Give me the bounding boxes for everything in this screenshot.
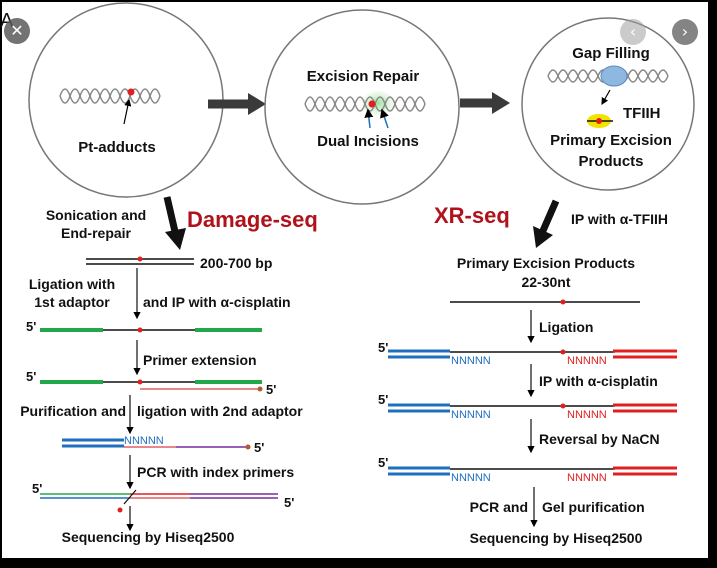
xr-reversal: Reversal by NaCN (539, 431, 660, 447)
big-arrowhead (533, 226, 553, 248)
circle-pt-adducts (28, 2, 224, 198)
prev-image-button[interactable]: ‹ (620, 19, 646, 45)
dmg-purif-left: Purification and (20, 403, 126, 419)
pt-adduct-dot (137, 379, 143, 385)
chevron-left-icon: ‹ (629, 22, 637, 41)
umi-nnnnn: NNNNN (567, 472, 607, 484)
adduct-pointer (123, 98, 132, 125)
dmg-purif-right: ligation with 2nd adaptor (137, 403, 303, 419)
dmg-sonication-2: End-repair (61, 225, 132, 241)
big-arrow (163, 196, 180, 237)
circle3-label-1: Primary Excision (550, 132, 672, 149)
next-image-button[interactable]: › (672, 19, 698, 45)
xr-pcr-left: PCR and (470, 499, 528, 515)
circle-excision-repair (264, 9, 460, 205)
pt-adduct-dot (117, 507, 123, 513)
five-prime: 5' (254, 440, 264, 455)
pointer-arrow (601, 89, 611, 106)
polymerase-blob (600, 65, 628, 87)
pt-adduct-dot (560, 349, 566, 355)
flow-arrowhead (492, 92, 510, 114)
dmg-seq: Sequencing by Hiseq2500 (62, 529, 235, 545)
umi-nnnnn: NNNNN (567, 355, 607, 367)
mismatch-mark (123, 489, 137, 505)
dmg-primer-ext: Primer extension (143, 352, 257, 368)
pt-adduct-dot (560, 299, 566, 305)
five-prime: 5' (378, 392, 388, 407)
circle2-title: Excision Repair (307, 68, 420, 85)
dmg-size: 200-700 bp (200, 255, 272, 271)
xr-seq-final: Sequencing by Hiseq2500 (470, 530, 643, 546)
umi-nnnnn: NNNNN (451, 355, 491, 367)
xr-ip-cis: IP with α-cisplatin (539, 373, 658, 389)
circle1-label: Pt-adducts (78, 139, 156, 156)
circle2-label: Dual Incisions (317, 133, 419, 150)
five-prime: 5' (378, 340, 388, 355)
circle3-label-2: Products (578, 153, 643, 170)
xr-ligation: Ligation (539, 319, 593, 335)
primer-end-dot (245, 444, 251, 450)
pt-adduct-dot (596, 118, 602, 124)
bottom-border (0, 558, 717, 568)
five-prime: 5' (26, 369, 36, 384)
incision-arrow (364, 108, 374, 129)
big-arrowhead (165, 228, 186, 250)
xr-seq-title: XR-seq (434, 203, 510, 228)
big-arrow (538, 199, 560, 235)
five-prime: 5' (284, 495, 294, 510)
xr-ip-tfiih: IP with α-TFIIH (571, 211, 668, 227)
pt-adduct-dot (127, 88, 135, 96)
xr-products-1: Primary Excision Products (457, 255, 635, 271)
close-button[interactable]: ✕ (4, 18, 30, 44)
xr-products-2: 22-30nt (521, 274, 570, 290)
pt-adduct-dot (137, 327, 143, 333)
dna-helix (304, 96, 426, 112)
dmg-pcr: PCR with index primers (137, 464, 294, 480)
five-prime: 5' (378, 455, 388, 470)
dna-helix (59, 88, 161, 104)
five-prime: 5' (32, 481, 42, 496)
flow-arrowhead (248, 93, 266, 115)
pt-adduct-dot (137, 256, 143, 262)
pt-adduct-dot (368, 100, 376, 108)
five-prime: 5' (26, 319, 36, 334)
circle3-tfiih: TFIIH (623, 105, 661, 122)
circle3-title: Gap Filling (572, 45, 650, 62)
dmg-ligation-1: Ligation with (29, 276, 115, 292)
pt-adduct-dot (560, 403, 566, 409)
close-icon: ✕ (10, 21, 24, 40)
damage-seq-title: Damage-seq (187, 207, 318, 232)
incision-arrow (380, 108, 389, 129)
dmg-ip: and IP with α-cisplatin (143, 294, 291, 310)
chevron-right-icon: › (681, 22, 689, 41)
umi-nnnnn: NNNNN (124, 435, 164, 447)
umi-nnnnn: NNNNN (451, 409, 491, 421)
dmg-ligation-2: 1st adaptor (34, 294, 110, 310)
dmg-sonication-1: Sonication and (46, 207, 146, 223)
xr-pcr-right: Gel purification (542, 499, 645, 515)
five-prime: 5' (266, 382, 276, 397)
umi-nnnnn: NNNNN (567, 409, 607, 421)
umi-nnnnn: NNNNN (451, 472, 491, 484)
primer-end-dot (257, 386, 263, 392)
